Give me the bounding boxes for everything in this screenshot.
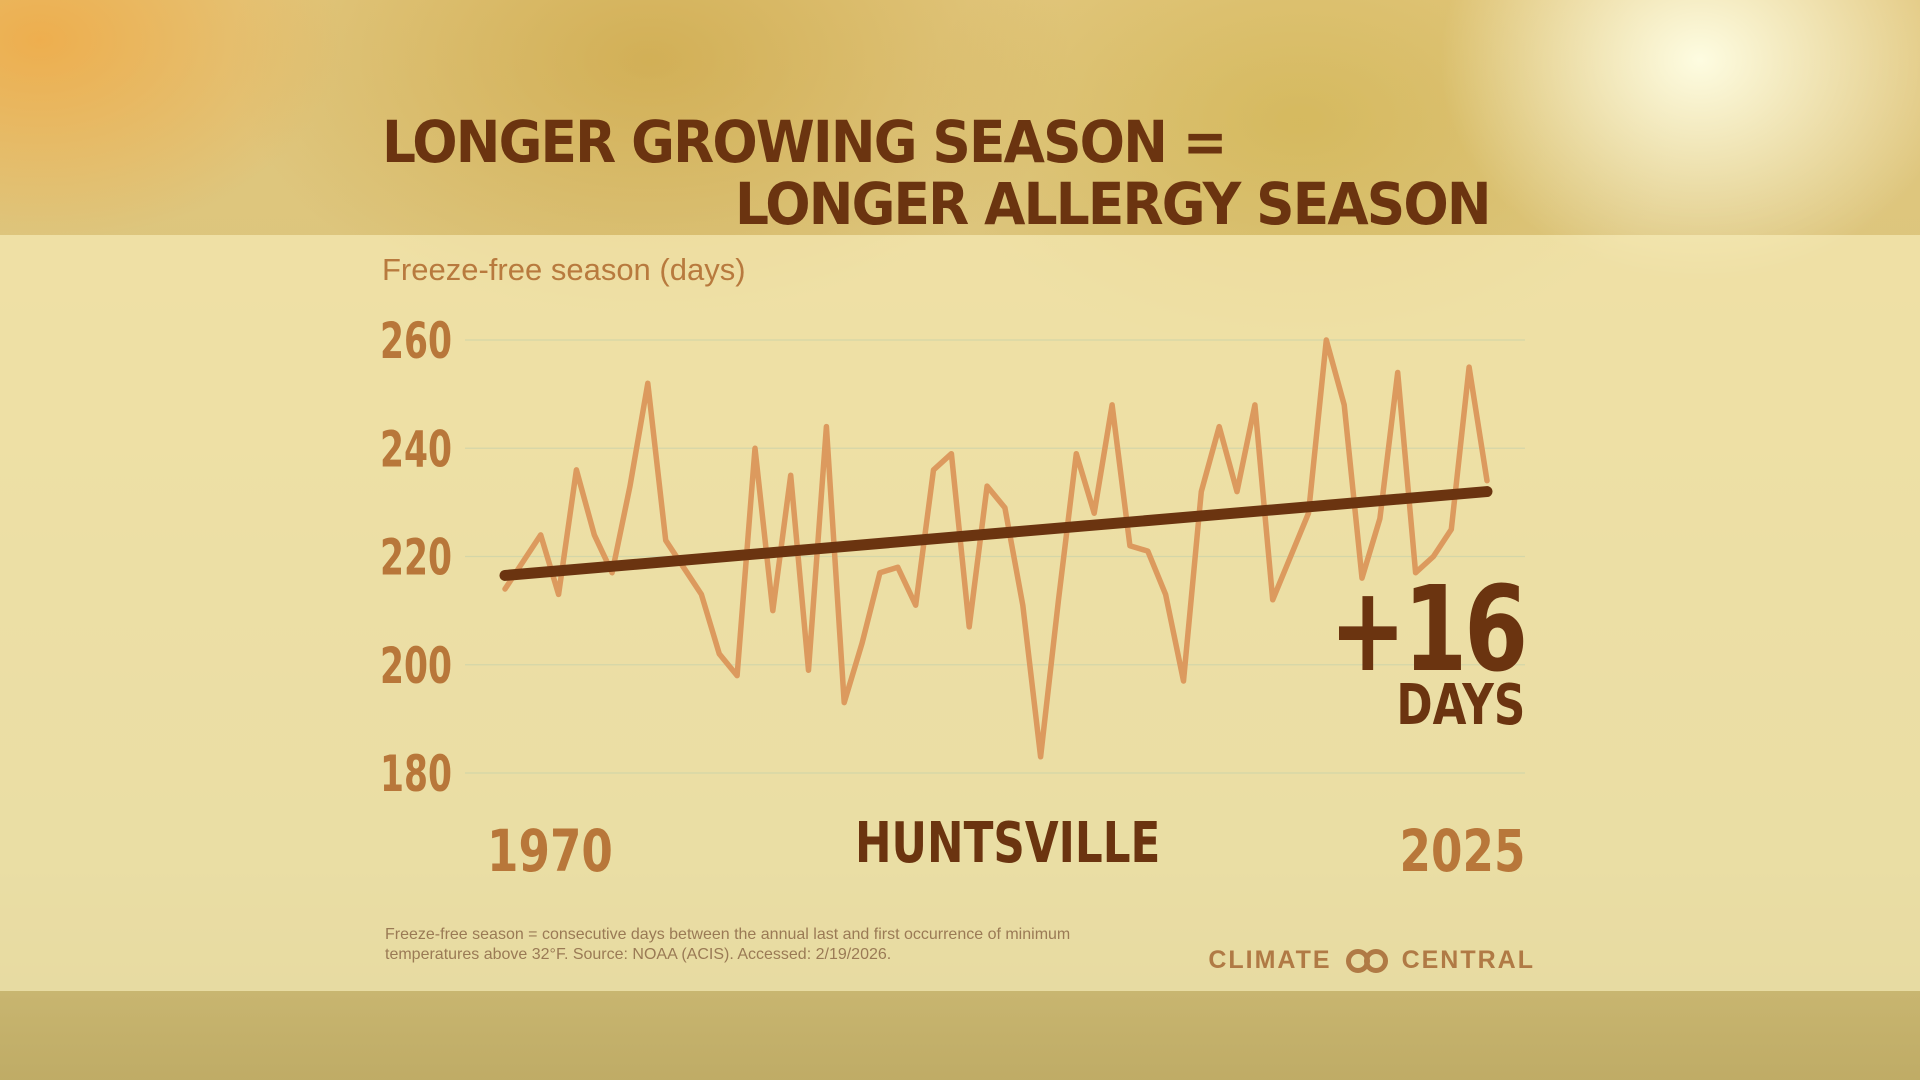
x-tick-label-end: 2025 (1399, 817, 1525, 885)
x-tick-label-start: 1970 (487, 817, 613, 885)
chart-panel (0, 235, 1920, 991)
y-tick-labels: 180 200 220 240 260 (380, 312, 452, 803)
y-axis-label: Freeze-free season (days) (382, 252, 746, 287)
footnote-line1: Freeze-free season = consecutive days be… (385, 926, 1071, 943)
logo-text-left: CLIMATE (1208, 946, 1332, 974)
location-label: HUNTSVILLE (855, 811, 1161, 876)
trend-change-unit: DAYS (1396, 673, 1525, 738)
y-tick-label: 180 (380, 745, 452, 803)
climate-central-logo: CLIMATE CENTRAL (1208, 946, 1535, 975)
trend-line-group (499, 486, 1493, 581)
logo-rings-icon (1345, 948, 1388, 973)
y-tick-label: 200 (380, 637, 452, 695)
y-tick-label: 220 (380, 529, 452, 587)
logo-text-right: CENTRAL (1401, 946, 1535, 974)
trend-line (499, 486, 1493, 581)
footnote: Freeze-free season = consecutive days be… (385, 925, 1185, 965)
footnote-line2: temperatures above 32°F. Source: NOAA (A… (385, 946, 892, 963)
data-series (502, 337, 1490, 760)
background-band (0, 991, 1920, 1080)
y-tick-label: 240 (380, 420, 452, 478)
chart-title-line2: LONGER ALLERGY SEASON (735, 170, 1492, 238)
y-tick-label: 260 (380, 312, 452, 370)
series-line-freeze-free-days (502, 337, 1490, 760)
chart-title-line1: LONGER GROWING SEASON = (382, 108, 1227, 176)
trend-change-value: +16 (1329, 560, 1528, 698)
